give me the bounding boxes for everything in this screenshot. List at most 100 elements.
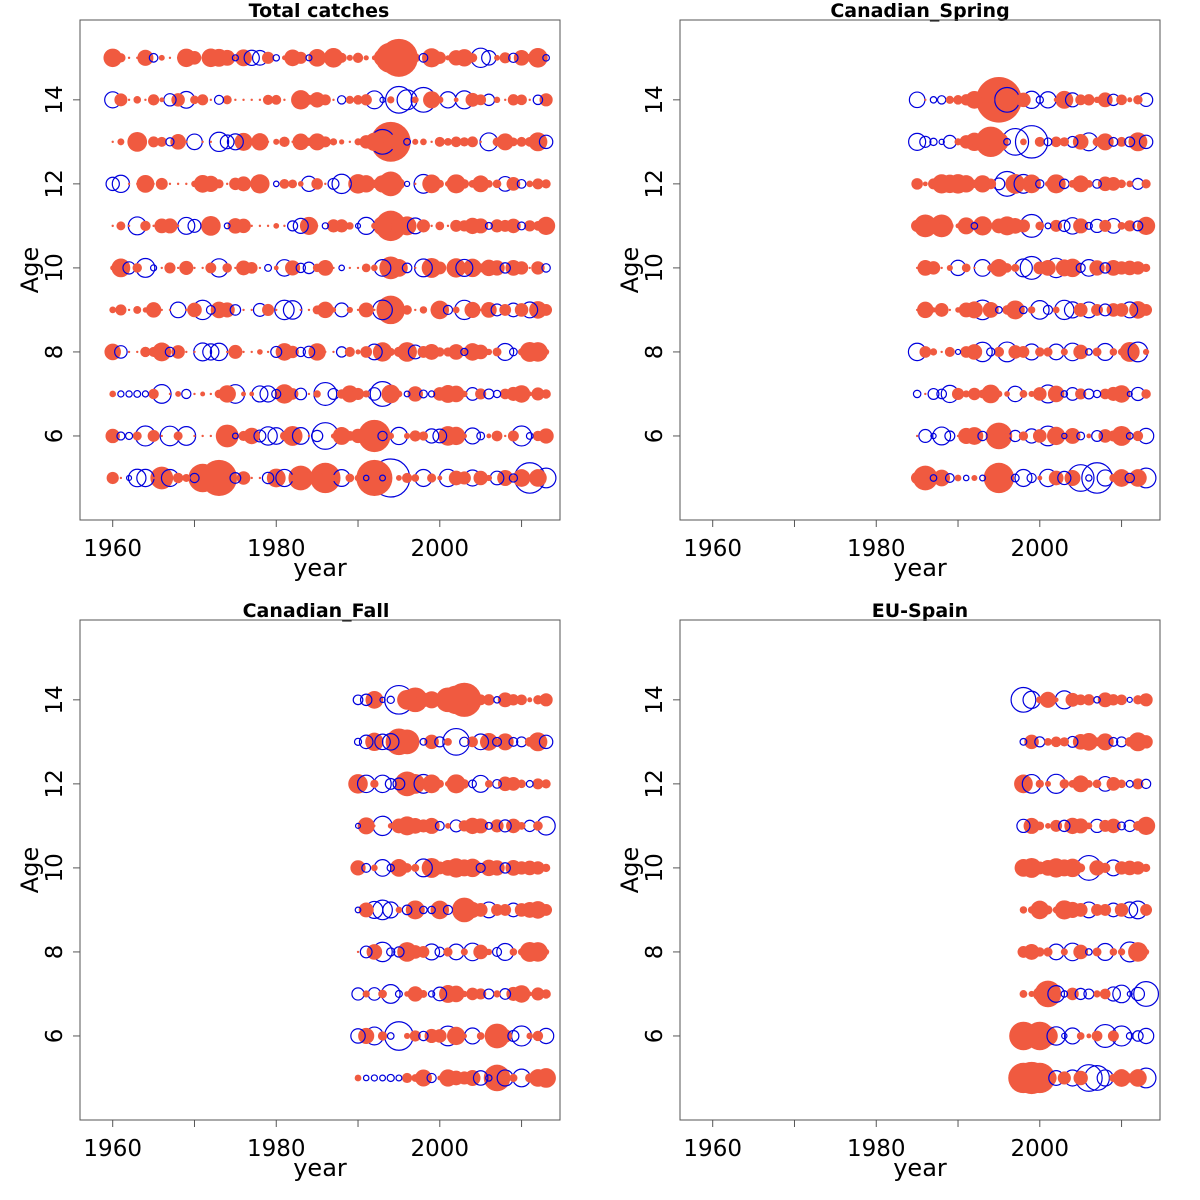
bubble-1989-age-13 — [348, 140, 352, 144]
bubble-1995-age-11 — [391, 218, 407, 234]
y-tick-label: 8 — [642, 345, 668, 360]
bubble-2001-age-13 — [1044, 737, 1052, 746]
bubble-2009-age-8 — [1109, 348, 1118, 356]
bubble-1976-age-6 — [238, 430, 249, 442]
bubble-2002-age-7 — [1047, 385, 1065, 403]
bubble-1962-age-5 — [125, 474, 133, 482]
y-axis-label: Age — [16, 247, 44, 293]
bubble-1986-age-8 — [324, 350, 327, 354]
bubble-2005-age-9 — [479, 308, 482, 312]
bubble-1991-age-7 — [362, 390, 370, 398]
bubble-2012-age-13 — [528, 732, 548, 752]
bubble-1966-age-12 — [155, 177, 168, 190]
bubble-1972-age-12 — [202, 175, 220, 193]
bubble-1972-age-13 — [209, 140, 213, 144]
bubble-2011-age-12 — [1125, 779, 1134, 788]
bubbles — [103, 38, 557, 498]
bubble-1997-age-9 — [1005, 300, 1025, 320]
bubble-2010-age-12 — [517, 779, 526, 789]
bubble-1991-age-9 — [358, 902, 374, 918]
bubble-1995-age-7 — [394, 989, 403, 998]
bubble-1977-age-5 — [250, 476, 253, 480]
bubble-2010-age-14 — [516, 94, 527, 106]
bubble-1999-age-14 — [423, 91, 441, 109]
bubble-1991-age-14 — [360, 94, 372, 106]
y-tick-label: 14 — [42, 85, 68, 114]
bubble-2009-age-13 — [508, 736, 519, 747]
bubble-1996-age-13 — [1003, 137, 1012, 146]
bubble-2010-age-9 — [1114, 903, 1129, 917]
bubble-2009-age-12 — [1106, 776, 1121, 791]
bubble-1996-age-13 — [394, 729, 420, 755]
bubble-1994-age-14 — [387, 96, 395, 104]
bubble-1991-age-8 — [960, 346, 973, 358]
bubble-1995-age-8 — [393, 346, 405, 358]
bubble-1993-age-5 — [979, 474, 987, 482]
bubble-2011-age-14 — [527, 697, 533, 703]
bubble-1969-age-8 — [185, 350, 188, 354]
bubble-1988-age-12 — [331, 173, 352, 195]
bubble-1997-age-9 — [414, 308, 417, 312]
bubble-1997-age-5 — [411, 1074, 420, 1082]
bubble-1987-age-12 — [327, 177, 340, 190]
bubble-2006-age-11 — [1084, 221, 1093, 230]
x-tick-label: 1980 — [247, 1136, 306, 1162]
bubble-1982-age-10 — [285, 260, 301, 276]
y-axis-label: Age — [616, 847, 644, 893]
bubble-1986-age-5 — [912, 465, 938, 491]
bubble-1987-age-5 — [330, 474, 337, 482]
bubble-1971-age-15 — [201, 56, 204, 60]
bubble-2012-age-10 — [1131, 861, 1145, 875]
bubble-1964-age-14 — [144, 98, 147, 102]
bubble-2011-age-6 — [525, 432, 534, 440]
bubble-2013-age-9 — [540, 903, 553, 916]
bubble-1995-age-10 — [390, 859, 408, 877]
bubble-1993-age-7 — [378, 989, 387, 999]
bubble-1972-age-7 — [209, 392, 213, 396]
bubble-2005-age-6 — [1076, 1032, 1085, 1040]
bubble-2006-age-12 — [485, 780, 493, 788]
bubble-2009-age-5 — [1109, 1073, 1118, 1083]
bubble-1975-age-10 — [234, 266, 237, 270]
bubble-1962-age-6 — [124, 431, 134, 441]
plot-frame — [679, 19, 1161, 521]
y-tick-label: 12 — [42, 169, 68, 198]
bubble-2009-age-5 — [509, 1073, 518, 1083]
bubble-1984-age-9 — [307, 308, 311, 312]
bubble-2000-age-11 — [1035, 821, 1045, 831]
y-tick-label: 12 — [42, 769, 68, 798]
bubble-2011-age-14 — [1126, 696, 1133, 703]
bubble-1965-age-14 — [147, 94, 160, 106]
bubble-1979-age-15 — [261, 51, 275, 64]
bubble-1992-age-10 — [371, 864, 378, 872]
bubble-1970-age-10 — [193, 266, 196, 270]
bubble-1995-age-8 — [393, 946, 405, 958]
bubble-2007-age-7 — [1093, 990, 1101, 998]
bubble-2013-age-12 — [541, 179, 551, 189]
bubble-2013-age-13 — [1138, 134, 1154, 150]
bubble-2013-age-12 — [1140, 778, 1152, 790]
bubble-1996-age-14 — [397, 689, 418, 710]
bubble-2005-age-13 — [1072, 134, 1089, 150]
bubble-1996-age-5 — [1002, 472, 1013, 484]
bubble-1963-age-10 — [132, 263, 142, 273]
bubble-1968-age-6 — [173, 431, 183, 441]
bubble-1991-age-10 — [361, 862, 372, 873]
bubble-1997-age-13 — [412, 138, 419, 145]
x-tick-label: 1960 — [83, 1136, 142, 1162]
bubble-2002-age-11 — [450, 219, 463, 232]
bubble-1978-age-14 — [258, 98, 262, 102]
bubble-1982-age-11 — [286, 220, 299, 232]
bubble-1991-age-15 — [363, 55, 369, 61]
bubble-2007-age-6 — [1091, 1030, 1103, 1042]
bubble-1995-age-9 — [995, 306, 1003, 314]
bubble-1993-age-15 — [373, 49, 392, 67]
bubble-1983-age-14 — [291, 90, 311, 110]
bubble-2007-age-13 — [1092, 137, 1102, 147]
bubble-2013-age-13 — [538, 734, 554, 750]
bubble-1985-age-13 — [308, 133, 326, 151]
bubble-1987-age-11 — [926, 219, 941, 233]
bubble-2005-age-12 — [1072, 175, 1090, 193]
bubble-1995-age-10 — [390, 259, 408, 277]
bubble-2000-age-5 — [437, 1075, 443, 1081]
